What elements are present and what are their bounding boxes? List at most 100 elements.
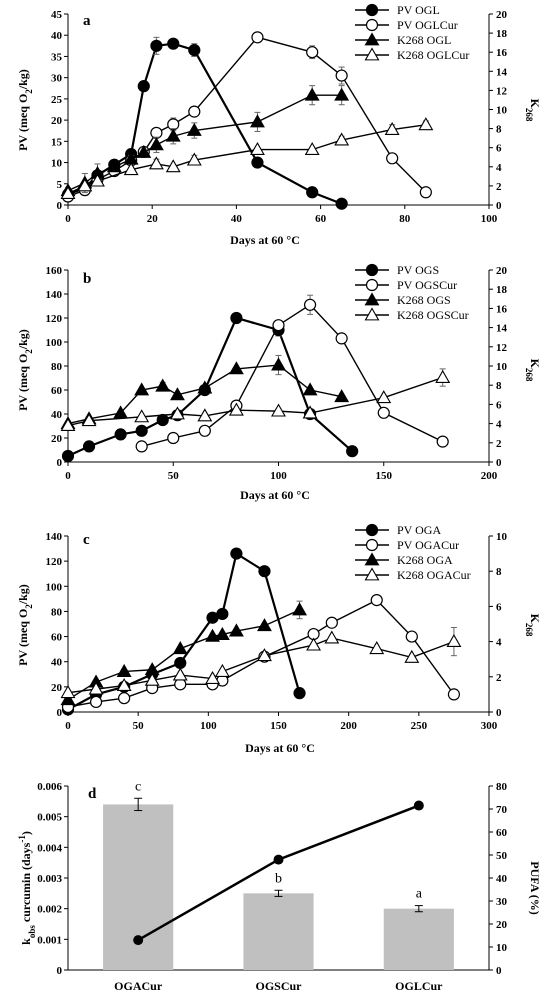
panel-b-y2tick-label: 20	[496, 265, 508, 277]
panel-a-xtick-label: 40	[231, 213, 243, 225]
panel-a-point	[77, 178, 93, 192]
panel-d-significance-label: c	[135, 779, 141, 794]
panel-a-point	[335, 69, 348, 82]
panel-b-point	[60, 417, 76, 431]
panel-b-point	[334, 389, 350, 403]
panel-a-ytick-label: 30	[51, 73, 63, 85]
panel-c-point	[205, 670, 220, 684]
panel-label-a: a	[83, 13, 91, 29]
panel-a-point	[386, 152, 399, 165]
panel-d-ytick-label: 0.005	[37, 812, 62, 824]
panel-label-c: c	[83, 532, 90, 548]
panel-b-point	[302, 382, 318, 396]
panel-b-y2tick-label: 14	[496, 323, 508, 335]
panel-b-point	[135, 440, 148, 453]
panel-a-point	[60, 185, 76, 199]
panel-c-y2tick-label: 10	[496, 531, 508, 543]
panel-c-point	[293, 687, 306, 700]
panel-b-point	[61, 449, 75, 463]
panel-a-ytick-label: 45	[51, 9, 63, 21]
panel-a-point	[250, 142, 265, 156]
panel-a-point	[106, 159, 122, 173]
panel-b-point	[198, 424, 211, 437]
panel-c-legend-label: PV OGA	[397, 523, 441, 537]
panel-a-xtick-label: 20	[147, 213, 159, 225]
panel-c-point	[88, 681, 104, 695]
panel-c-ytick-label: 80	[51, 606, 63, 618]
panel-b-xtick-label: 0	[65, 470, 71, 482]
panel-b-point	[228, 361, 244, 375]
panel-b-point	[170, 406, 185, 420]
panel-a-ytick-label: 10	[51, 158, 63, 170]
panel-a-legend-marker	[365, 18, 379, 32]
panel-b-y2tick-label: 6	[496, 399, 502, 411]
panel-a-ytick-label: 25	[51, 94, 63, 106]
panel-c-legend-marker	[364, 567, 380, 581]
panel-d-significance-label: a	[416, 887, 423, 902]
panel-b-point	[81, 413, 97, 427]
panel-c-series-line	[67, 551, 301, 711]
panel-c-ytick-label: 60	[51, 632, 63, 644]
panel-c-point	[306, 637, 322, 651]
panel-b-point	[272, 319, 285, 332]
panel-c-y2label: K268	[524, 614, 542, 637]
panel-a-point	[167, 37, 180, 50]
panel-a-y2tick-label: 2	[496, 181, 502, 193]
panel-b-xlabel: Days at 60 °C	[240, 488, 310, 502]
panel-a-xlabel: Days at 60 °C	[230, 233, 300, 247]
panel-a-point	[418, 117, 434, 131]
panel-c-point	[116, 663, 132, 677]
panel-c-ytick-label: 140	[46, 531, 63, 543]
panel-a-point	[304, 142, 320, 156]
panel-a-ylabel: PV (meq O2/kg)	[16, 69, 34, 151]
panel-b-ytick-label: 120	[46, 313, 63, 325]
panel-d-ytick-label: 0.003	[37, 873, 62, 885]
panel-c-point	[258, 565, 271, 578]
panel-a-point	[123, 162, 139, 176]
panel-a-legend-label: PV OGLCur	[397, 18, 458, 32]
panel-c-ytick-label: 40	[51, 657, 63, 669]
panel-c-point	[118, 692, 131, 705]
panel-b-point	[134, 382, 150, 396]
panel-c-legend-label: PV OGACur	[397, 538, 459, 552]
panel-c-point	[172, 641, 188, 655]
panel-b-ytick-label: 100	[46, 337, 63, 349]
panel-c-point	[116, 677, 132, 692]
panel-b-xtick-label: 200	[481, 470, 498, 482]
panel-a-point	[250, 114, 265, 128]
panel-b-point	[228, 402, 244, 416]
panel-b-point	[335, 332, 348, 345]
panel-a-point	[304, 87, 320, 101]
panel-a-legend-label: PV OGL	[397, 3, 440, 17]
panel-b-y2tick-label: 0	[496, 457, 502, 469]
panel-c-point	[60, 685, 76, 699]
panel-a-point	[186, 152, 202, 166]
panel-c-series-line	[67, 609, 300, 701]
panel-d-ylabel: kobs curcumin (days-1)	[17, 831, 37, 945]
panel-d-y2tick-label: 50	[496, 850, 508, 862]
panel-b-ytick-label: 0	[57, 457, 63, 469]
panel-label-d: d	[88, 786, 97, 802]
panel-a-legend-label: K268 OGL	[397, 33, 451, 47]
panel-b-y2tick-label: 8	[496, 380, 502, 392]
panel-c-point	[172, 667, 188, 681]
panel-c-point	[404, 649, 420, 663]
panel-a-point	[306, 46, 319, 59]
panel-b-point	[114, 428, 127, 441]
panel-b-point	[197, 380, 213, 394]
panel-d-ytick-label: 0.002	[37, 904, 62, 916]
panel-a-legend-marker	[364, 47, 380, 61]
panel-c-xtick-label: 300	[481, 720, 498, 732]
panel-a-xtick-label: 80	[399, 213, 411, 225]
panel-b-point	[346, 445, 359, 458]
panel-d-bar	[243, 893, 314, 970]
panel-b-legend-label: PV OGS	[397, 263, 439, 277]
panel-c-ylabel: PV (meq O2/kg)	[16, 584, 34, 666]
panel-b-point	[302, 405, 318, 419]
panel-b-y2tick-label: 12	[496, 342, 508, 354]
panel-d-y2tick-label: 70	[496, 804, 508, 816]
panel-b-y2tick-label: 10	[496, 361, 508, 373]
